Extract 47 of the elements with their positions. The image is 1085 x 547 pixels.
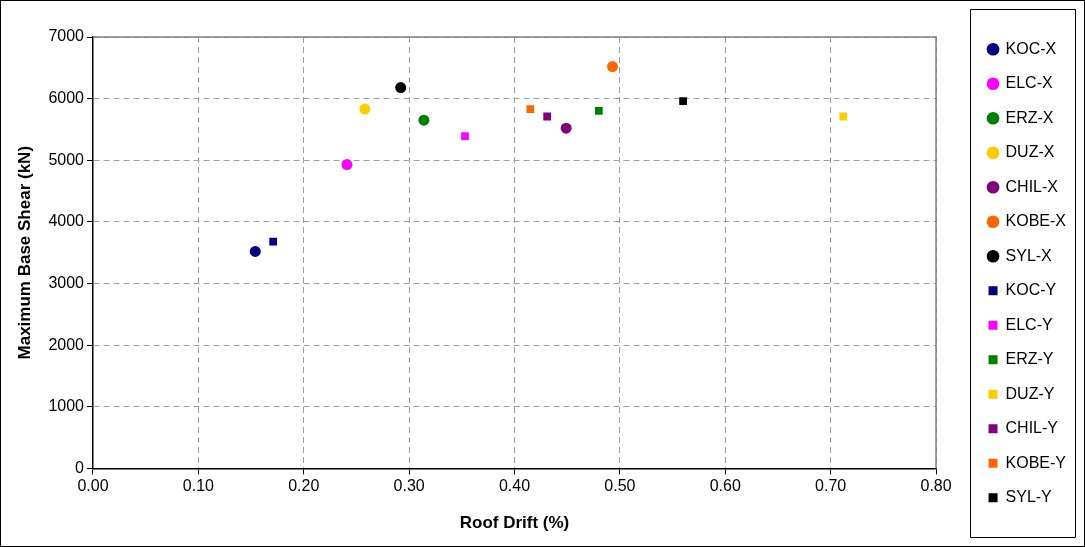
legend-label: ELC-Y: [1005, 315, 1053, 333]
point: [543, 112, 552, 121]
legend-label: ELC-X: [1005, 74, 1053, 92]
x-tick-label: 0.30: [393, 477, 425, 495]
x-tick-label: 0.60: [709, 477, 741, 495]
point: [395, 82, 407, 94]
point: [269, 237, 278, 246]
point: [607, 61, 619, 73]
y-tick-label: 6000: [48, 89, 85, 107]
y-tick-label: 2000: [48, 335, 85, 353]
point: [560, 122, 572, 134]
legend-label: ERZ-Y: [1005, 350, 1054, 368]
legend-label: KOBE-Y: [1005, 453, 1067, 471]
y-tick-label: 3000: [48, 273, 85, 291]
x-tick-label: 0.50: [604, 477, 636, 495]
legend-label: SYL-X: [1005, 246, 1053, 264]
legend-label: KOBE-X: [1005, 212, 1067, 230]
x-tick-label: 0.00: [77, 477, 109, 495]
point: [526, 105, 535, 113]
x-axis-title: Roof Drift (%): [459, 513, 570, 533]
legend-label: CHIL-X: [1005, 177, 1059, 195]
point: [839, 112, 848, 121]
point: [594, 107, 603, 115]
y-tick-label: 7000: [48, 27, 85, 45]
y-tick-label: 5000: [48, 150, 85, 168]
point: [418, 114, 430, 126]
point: [341, 159, 353, 171]
point: [249, 245, 261, 257]
legend-label: SYL-Y: [1005, 488, 1053, 506]
point: [461, 132, 469, 141]
y-tick-label: 0: [75, 458, 85, 476]
legend-label: DUZ-X: [1005, 143, 1055, 161]
legend-label: KOC-Y: [1005, 281, 1057, 299]
legend-label: CHIL-Y: [1005, 419, 1059, 437]
x-tick-label: 0.10: [182, 477, 215, 495]
x-tick-label: 0.20: [288, 477, 320, 495]
x-tick-label: 0.80: [920, 477, 952, 495]
y-tick-label: 4000: [48, 212, 85, 230]
x-tick-label: 0.70: [815, 477, 847, 495]
point: [679, 97, 688, 105]
point: [359, 103, 371, 115]
legend-label: DUZ-Y: [1005, 384, 1055, 402]
x-tick-label: 0.40: [498, 477, 531, 495]
legend-label: ERZ-X: [1005, 108, 1054, 126]
y-tick-label: 1000: [48, 397, 85, 415]
legend-label: KOC-X: [1005, 39, 1057, 57]
y-axis-title: Maximum Base Shear (kN): [14, 145, 34, 360]
